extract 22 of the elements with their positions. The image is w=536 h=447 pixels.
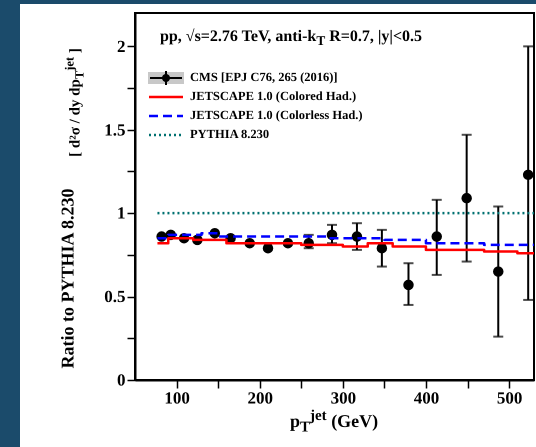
legend-label: PYTHIA 8.230	[190, 127, 270, 142]
x-tick-label: 500	[496, 388, 522, 408]
legend-label: JETSCAPE 1.0 (Colored Had.)	[190, 89, 356, 104]
x-tick-label: 300	[330, 388, 356, 408]
x-tick-label: 400	[414, 388, 440, 408]
y-tick-label: 0	[117, 370, 126, 390]
point	[493, 266, 504, 277]
y-tick-label: 1.5	[104, 120, 126, 140]
legend-label: CMS [EPJ C76, 265 (2016)]	[190, 70, 338, 85]
y-axis-title: Ratio to PYTHIA 8.230	[58, 188, 78, 368]
y-tick-label: 1	[117, 204, 126, 223]
x-axis-title: p$_{T}$$^{jet}$ (GeV)	[290, 408, 378, 437]
y-tick-label: 2	[117, 36, 126, 56]
y-tick-label: 0.5	[104, 287, 126, 306]
point	[432, 231, 442, 242]
point	[522, 170, 534, 180]
x-tick-label: 200	[247, 388, 273, 408]
annotation: pp, √s=2.76 TeV, anti-k$_{T}$ R=0.7, |y|<0.5	[160, 28, 422, 50]
x-tick-label: 100	[164, 388, 190, 408]
legend-label: JETSCAPE 1.0 (Colorless Had.)	[190, 108, 363, 123]
point	[461, 192, 472, 204]
point	[403, 280, 414, 290]
